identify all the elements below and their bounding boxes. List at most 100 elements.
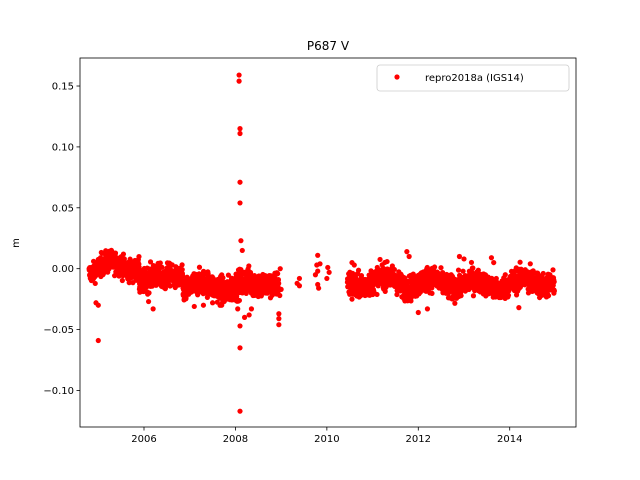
data-point [469,260,474,265]
data-point [315,269,320,274]
data-point [276,322,281,327]
data-point [279,287,284,292]
data-point [275,271,280,276]
data-point [377,257,382,262]
data-point [237,409,242,414]
data-point [359,273,364,278]
data-point [120,278,125,283]
data-point [249,306,254,311]
data-point [237,323,242,328]
data-point [325,265,330,270]
data-point [429,291,434,296]
data-point [315,253,320,258]
x-tick-label: 2012 [406,434,431,445]
data-point [470,265,475,270]
data-point [457,254,462,259]
data-point [276,281,281,286]
data-point [93,281,98,286]
data-point [324,276,329,281]
x-tick-label: 2014 [497,434,522,445]
data-point [471,293,476,298]
data-point [237,345,242,350]
data-point [180,262,185,267]
data-point [237,126,242,131]
y-tick-label: −0.10 [43,386,74,397]
data-point [146,299,151,304]
data-point [146,290,151,295]
data-point [528,261,533,266]
y-tick-label: 0.10 [52,142,74,153]
data-point [96,338,101,343]
x-tick-label: 2006 [131,434,156,445]
legend-label: repro2018a (IGS14) [425,73,524,84]
data-point [236,72,241,77]
data-point [550,267,555,272]
data-point [113,250,118,255]
data-point [316,286,321,291]
data-point [235,306,240,311]
data-point [327,270,332,275]
data-point [276,311,281,316]
data-point [201,303,206,308]
data-point [432,264,437,269]
data-point [122,256,127,261]
data-point [297,276,302,281]
y-axis-label: m [11,238,22,248]
data-point [352,262,357,267]
legend-marker [394,74,399,79]
data-point [404,249,409,254]
data-point [236,79,241,84]
data-point [136,254,141,259]
data-point [506,293,511,298]
data-point [159,265,164,270]
y-tick-label: −0.05 [43,325,74,336]
data-point [238,238,243,243]
data-point [517,260,522,265]
data-point [425,306,430,311]
data-point [516,305,521,310]
x-tick-label: 2008 [223,434,248,445]
data-point [452,301,457,306]
y-tick-label: 0.15 [52,82,74,93]
data-point [278,266,283,271]
data-point [242,315,247,320]
data-point [347,272,352,277]
y-tick-label: 0.00 [52,264,74,275]
data-point [121,251,126,256]
data-point [356,268,361,273]
data-point [93,300,98,305]
data-point [552,279,557,284]
data-point [237,131,242,136]
data-point [210,300,215,305]
data-point [546,293,551,298]
data-point [247,312,252,317]
data-point [192,304,197,309]
y-tick-label: 0.05 [52,203,74,214]
data-point [552,288,557,293]
data-point [461,256,466,261]
data-point [237,298,242,303]
data-point [541,271,546,276]
legend: repro2018a (IGS14) [377,65,569,91]
data-point [503,272,508,277]
data-point [277,293,282,298]
data-point [240,248,245,253]
data-point [197,265,202,270]
data-point [459,293,464,298]
data-point [438,265,443,270]
data-point [491,260,496,265]
data-point [295,281,300,286]
x-tick-label: 2010 [314,434,339,445]
data-point [219,303,224,308]
data-point [392,267,397,272]
data-point [246,263,251,268]
data-point [237,200,242,205]
data-point [407,254,412,259]
data-point [276,316,281,321]
data-point [314,262,319,267]
data-point [416,310,421,315]
data-point [489,255,494,260]
data-point [220,275,225,280]
data-point [374,292,379,297]
